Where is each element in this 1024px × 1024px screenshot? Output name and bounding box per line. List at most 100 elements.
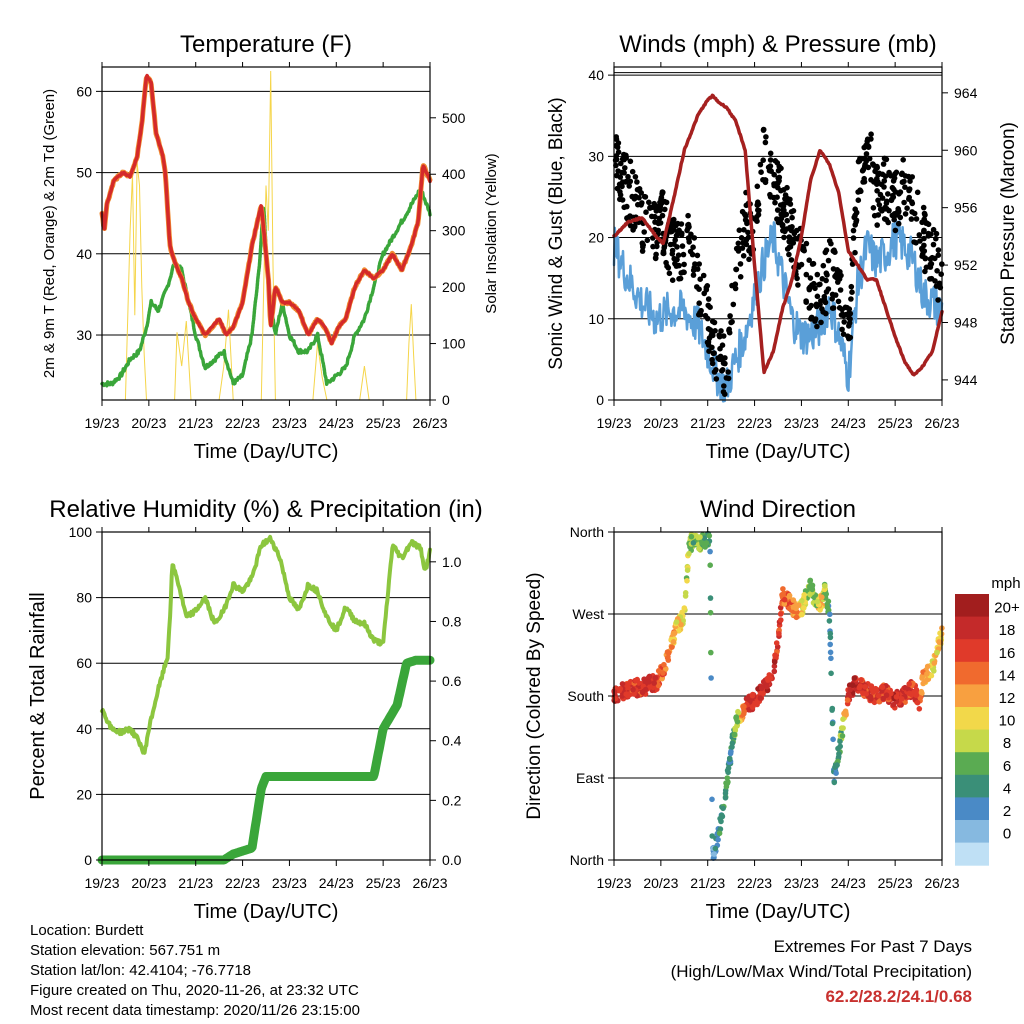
gust-point — [715, 355, 721, 361]
gust-point — [704, 315, 711, 322]
gust-point — [784, 217, 790, 224]
direction-point — [857, 683, 863, 689]
direction-point — [722, 795, 729, 801]
precipitation-line — [97, 655, 435, 865]
gust-point — [881, 178, 888, 184]
direction-point — [659, 675, 665, 682]
gust-point — [852, 212, 858, 219]
gust-point — [671, 241, 677, 247]
x-tick-label: 21/23 — [178, 875, 213, 891]
x-tick-label: 19/23 — [84, 415, 119, 431]
gust-point — [678, 270, 684, 276]
gust-point — [691, 235, 698, 241]
gust-point — [778, 165, 784, 172]
gust-point — [833, 271, 840, 278]
direction-point — [715, 836, 721, 843]
gust-point — [820, 309, 826, 315]
gust-point — [821, 293, 828, 300]
direction-point — [706, 533, 713, 539]
gust-point — [902, 184, 908, 190]
gust-point — [909, 209, 915, 215]
colorbar-tick-label: 2 — [1003, 803, 1011, 820]
gust-point — [814, 323, 820, 330]
gust-point — [613, 134, 619, 140]
gust-point — [725, 369, 731, 375]
y2-axis-label: Station Pressure (Maroon) — [998, 122, 1019, 345]
gust-point — [907, 178, 913, 184]
panel-title: Temperature (F) — [180, 31, 352, 58]
gust-point — [659, 212, 666, 219]
direction-point — [749, 704, 756, 710]
direction-point — [720, 805, 726, 812]
x-axis-label: Time (Day/UTC) — [706, 441, 851, 463]
gust-point — [890, 194, 897, 200]
direction-point — [845, 691, 852, 698]
gust-point — [728, 319, 734, 326]
y2-tick-label: 1.0 — [442, 554, 462, 570]
direction-point — [665, 650, 672, 656]
gust-point — [691, 264, 698, 271]
gust-point — [840, 331, 847, 338]
x-tick-label: 26/23 — [924, 415, 959, 431]
gust-point — [826, 238, 833, 244]
x-tick-label: 25/23 — [366, 415, 401, 431]
gust-point — [834, 267, 841, 273]
y-tick-label: 40 — [76, 246, 92, 262]
gust-point — [639, 248, 646, 254]
y2-tick-label: 0.0 — [442, 852, 462, 868]
direction-point — [661, 661, 667, 668]
colorbar-swatch — [955, 684, 989, 708]
gust-point — [644, 237, 651, 244]
gust-point — [615, 149, 622, 155]
colorbar-tick-label: 16 — [999, 645, 1016, 662]
gust-point — [689, 251, 696, 258]
direction-point — [826, 618, 833, 624]
direction-point — [843, 710, 849, 717]
gust-point — [614, 185, 621, 192]
gust-point — [719, 342, 726, 349]
y2-tick-label: 300 — [442, 223, 466, 239]
y-tick-label: North — [570, 852, 604, 868]
x-tick-label: 20/23 — [131, 875, 166, 891]
y2-tick-label: 100 — [442, 336, 466, 352]
direction-point — [722, 790, 729, 797]
panel-3: Relative Humidity (%) & Precipitation (i… — [27, 496, 483, 923]
gust-point — [829, 296, 835, 302]
direction-point — [771, 668, 778, 675]
gust-point — [921, 216, 927, 223]
plot-frame — [101, 531, 431, 861]
colorbar-swatch — [955, 594, 989, 618]
gust-point — [746, 256, 752, 263]
gust-point — [627, 158, 634, 165]
gust-point — [632, 223, 638, 229]
gust-point — [735, 240, 742, 247]
colorbar-tick-label: 8 — [1003, 735, 1011, 752]
direction-point — [849, 682, 856, 688]
direction-point — [701, 535, 708, 541]
temperature-2m-line — [100, 73, 432, 346]
gust-point — [818, 319, 824, 326]
gust-point — [876, 202, 883, 208]
y-tick-label: 80 — [76, 590, 92, 606]
gust-point — [900, 157, 906, 163]
gust-point — [889, 184, 896, 191]
x-tick-label: 21/23 — [178, 415, 213, 431]
colorbar-tick-label: 0 — [1003, 826, 1011, 843]
y2-tick-label: 960 — [954, 142, 978, 158]
gust-point — [771, 194, 777, 201]
direction-point — [781, 596, 788, 603]
y2-tick-label: 0.8 — [442, 613, 462, 629]
gust-point — [636, 186, 643, 192]
gust-point — [762, 139, 769, 146]
gust-point — [718, 328, 724, 334]
direction-point — [851, 675, 858, 681]
y2-tick-label: 952 — [954, 257, 978, 273]
colorbar: mph 20+ 18 16 14 12 10 8 6 4 2 0 — [955, 575, 1021, 866]
direction-point — [619, 681, 626, 687]
direction-point — [801, 605, 807, 611]
direction-point — [839, 733, 846, 739]
gust-point — [850, 227, 857, 234]
direction-point — [879, 684, 886, 690]
direction-point — [696, 546, 702, 552]
gust-point — [636, 195, 642, 201]
